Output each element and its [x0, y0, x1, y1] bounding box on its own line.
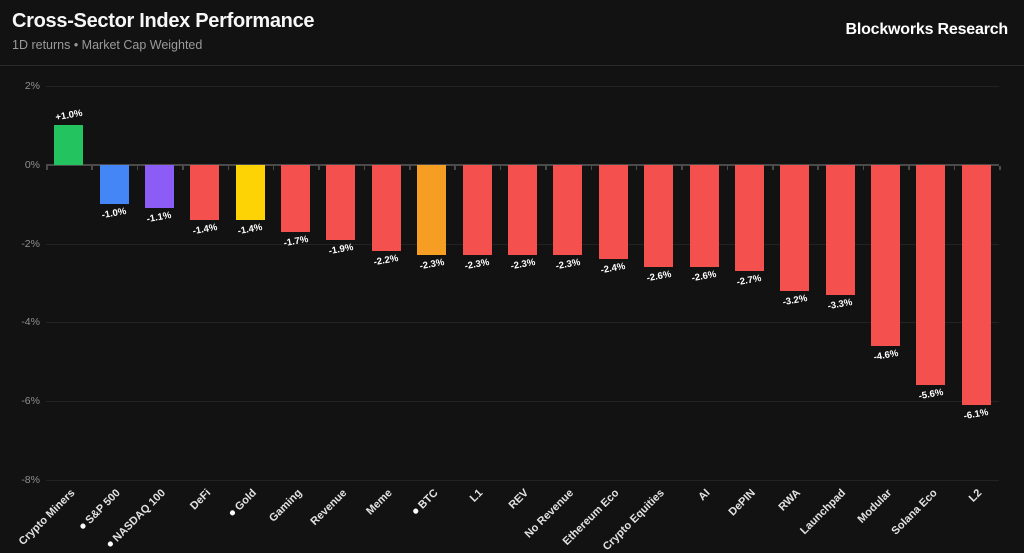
x-axis-label-text: DePIN	[726, 487, 758, 519]
bar	[598, 164, 628, 260]
bar	[99, 164, 129, 205]
benchmark-dot-icon	[228, 509, 235, 517]
axis-tick	[182, 165, 184, 170]
bar	[54, 125, 84, 165]
x-axis-label-text: Modular	[855, 487, 895, 526]
x-axis-label-text: Solana Eco	[888, 487, 940, 538]
gridline	[46, 480, 999, 481]
axis-tick	[499, 165, 502, 170]
bar	[689, 164, 719, 268]
bar	[871, 164, 901, 347]
bar-value-label: -6.1%	[963, 407, 990, 423]
bar-value-label: +1.0%	[54, 108, 84, 124]
axis-tick	[862, 165, 865, 170]
x-axis-label-text: RWA	[776, 487, 804, 514]
axis-tick	[454, 165, 456, 170]
bar	[462, 164, 492, 256]
bar	[916, 164, 946, 386]
y-axis-tick-label: -6%	[21, 395, 40, 408]
x-axis-label-text: Meme	[364, 487, 395, 518]
axis-tick	[409, 165, 411, 170]
benchmark-dot-icon	[411, 507, 419, 515]
bar	[553, 164, 583, 256]
axis-tick	[772, 165, 774, 170]
axis-tick	[318, 165, 320, 170]
y-axis-tick-label: 2%	[24, 80, 40, 92]
bar-value-label: -4.6%	[872, 347, 899, 364]
bar	[326, 164, 356, 240]
bar	[780, 164, 810, 291]
axis-tick	[136, 165, 139, 170]
chart-header: Cross-Sector Index Performance 1D return…	[0, 0, 1024, 66]
axis-tick	[635, 165, 638, 170]
x-axis-label-text: Revenue	[308, 487, 350, 528]
bar	[644, 164, 674, 268]
gridline	[46, 86, 999, 87]
axis-tick	[817, 165, 819, 170]
brand-label: Blockworks Research	[845, 21, 1008, 38]
bar	[508, 164, 537, 256]
axis-tick	[91, 165, 93, 170]
x-axis-label-text: L1	[468, 487, 486, 505]
bar	[417, 164, 447, 256]
axis-tick	[272, 165, 275, 170]
x-axis-label-text: Gaming	[266, 487, 305, 525]
bar	[190, 164, 220, 220]
bar	[961, 164, 991, 406]
x-axis-label-text: Crypto Miners	[16, 487, 78, 548]
y-axis-tick-label: 0%	[24, 158, 40, 171]
page-title: Cross-Sector Index Performance	[12, 10, 315, 32]
bar	[734, 164, 764, 272]
x-axis-label-text: REV	[506, 487, 531, 512]
axis-tick	[363, 165, 366, 170]
axis-tick	[999, 165, 1001, 170]
axis-tick	[46, 165, 48, 170]
benchmark-dot-icon	[106, 540, 114, 548]
x-axis-label-text: BTC	[410, 487, 440, 517]
gridline	[46, 401, 999, 403]
bar	[235, 164, 265, 220]
axis-tick	[590, 165, 593, 170]
chart-subtitle: 1D returns • Market Cap Weighted	[12, 38, 203, 52]
axis-tick	[227, 165, 230, 170]
bar	[281, 164, 311, 232]
y-axis-tick-label: -2%	[21, 237, 40, 250]
axis-tick	[545, 165, 547, 170]
axis-tick	[953, 165, 956, 170]
y-axis-tick-label: -8%	[21, 474, 40, 486]
x-axis-label-text: DeFi	[187, 487, 214, 513]
axis-tick	[908, 165, 910, 170]
x-axis-label-text: Launchpad	[798, 487, 849, 537]
axis-tick	[681, 165, 683, 170]
bar	[371, 164, 401, 252]
axis-tick	[726, 165, 729, 170]
x-axis-label-text: S&P 500	[77, 487, 123, 532]
x-axis-label-text: Gold	[226, 487, 259, 519]
gridline	[46, 322, 999, 324]
x-axis-label-text: AI	[696, 487, 713, 504]
x-axis-label-text: L2	[967, 487, 985, 505]
bar	[144, 164, 174, 209]
y-axis-tick-label: -4%	[21, 316, 40, 329]
bar	[825, 164, 855, 295]
benchmark-dot-icon	[79, 522, 86, 530]
